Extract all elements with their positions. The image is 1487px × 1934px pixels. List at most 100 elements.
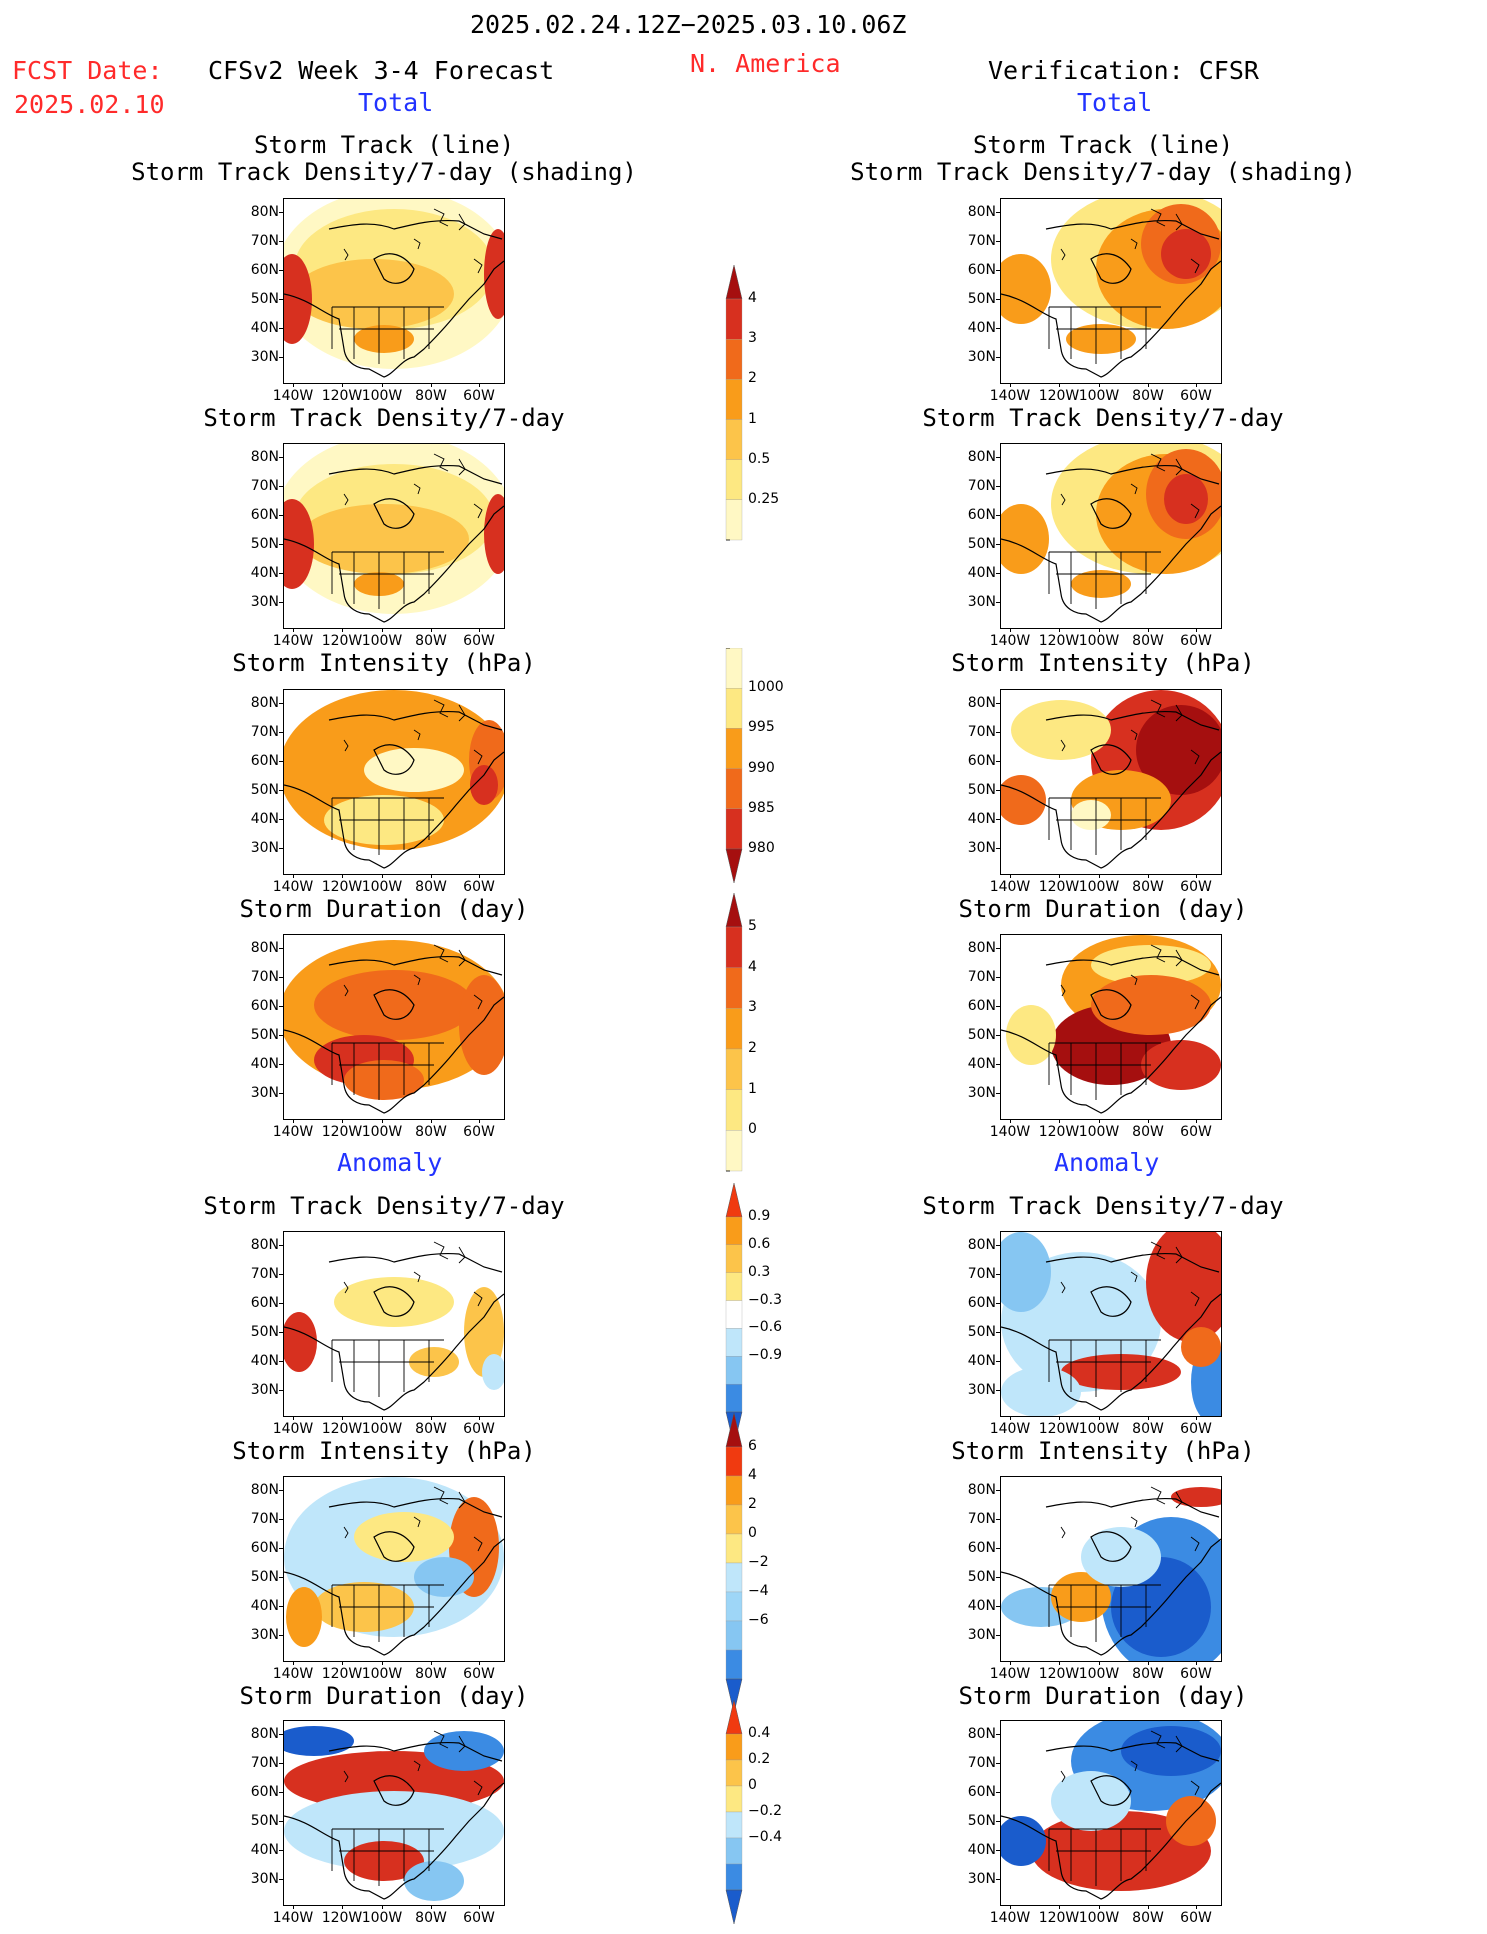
lat-label: 30N (250, 1382, 279, 1398)
lon-tick (1099, 628, 1100, 632)
lon-tick (479, 874, 480, 878)
storm-duration-right-map-canvas (1001, 935, 1221, 1114)
lat-tick (996, 1332, 1000, 1333)
panel-title-anom-density-r: Storm Track Density/7-day (922, 1192, 1284, 1220)
lat-label: 30N (250, 1627, 279, 1643)
lat-label: 30N (250, 1085, 279, 1101)
lon-tick (1196, 1416, 1197, 1420)
panel-title-density-r: Storm Track Density/7-day (922, 404, 1284, 432)
lon-label: 140W (272, 879, 314, 895)
lon-label: 60W (463, 1666, 495, 1682)
lat-label: 50N (967, 291, 996, 307)
lat-label: 40N (967, 1598, 996, 1614)
lon-tick (1099, 1119, 1100, 1123)
lon-tick (1010, 1119, 1011, 1123)
lon-label: 60W (1180, 1124, 1212, 1140)
colorbar-label: 2 (748, 370, 757, 387)
lon-tick (293, 1416, 294, 1420)
lon-label: 100W (361, 879, 403, 895)
lat-label: 30N (250, 1871, 279, 1887)
colorbar-label: 0.5 (748, 450, 771, 467)
lat-tick (996, 948, 1000, 949)
lon-label: 60W (1180, 1666, 1212, 1682)
lon-tick (1196, 1661, 1197, 1665)
colorbar-label: 980 (748, 840, 775, 856)
colorbar-label: 4 (748, 290, 757, 306)
lat-tick (996, 1635, 1000, 1636)
lat-tick (996, 1035, 1000, 1036)
lat-tick (279, 544, 283, 545)
lon-tick (1010, 1661, 1011, 1665)
lat-label: 80N (250, 1237, 279, 1253)
lon-tick (1196, 1119, 1197, 1123)
lat-tick (996, 544, 1000, 545)
colorbar-label: 990 (748, 759, 775, 776)
lat-tick (996, 732, 1000, 733)
colorbar-label: 0.25 (748, 490, 780, 507)
lat-tick (279, 703, 283, 704)
storm-intensity-right-map (1000, 689, 1222, 875)
panel-title-duration-l: Storm Duration (day) (239, 895, 529, 923)
lon-tick (1148, 628, 1149, 632)
lat-label: 60N (967, 753, 996, 769)
lat-label: 50N (967, 1027, 996, 1043)
lat-tick (996, 703, 1000, 704)
lat-label: 30N (967, 1627, 996, 1643)
lat-label: 30N (250, 349, 279, 365)
panel-title-anom-duration-l: Storm Duration (day) (239, 1682, 529, 1710)
lon-tick (1148, 874, 1149, 878)
colorbar-label: −0.4 (748, 1829, 782, 1845)
lat-tick (279, 328, 283, 329)
lat-tick (279, 848, 283, 849)
lon-label: 80W (415, 388, 447, 404)
colorbar-label: 3 (748, 330, 757, 347)
lat-label: 40N (250, 320, 279, 336)
lon-label: 100W (1078, 1910, 1120, 1926)
lon-label: 120W (321, 633, 363, 649)
lat-tick (996, 1361, 1000, 1362)
lon-label: 140W (989, 1421, 1031, 1437)
lat-tick (279, 573, 283, 574)
lat-tick (996, 1792, 1000, 1793)
lat-tick (279, 1303, 283, 1304)
lon-tick (1059, 1416, 1060, 1420)
track-density-left-map (283, 443, 505, 629)
lon-label: 80W (1132, 388, 1164, 404)
lon-label: 140W (272, 1421, 314, 1437)
storm-intensity-right-map-canvas (1001, 690, 1221, 869)
anomaly-density-left-map-canvas (284, 1241, 504, 1411)
lat-tick (279, 1245, 283, 1246)
lat-label: 70N (250, 1511, 279, 1527)
anomaly-duration-right-map-canvas (1001, 1721, 1221, 1900)
lon-tick (382, 1905, 383, 1909)
lon-tick (1010, 1416, 1011, 1420)
lon-tick (1010, 874, 1011, 878)
lat-label: 40N (250, 1842, 279, 1858)
fcst-date-label: FCST Date: (12, 56, 163, 85)
lon-label: 140W (272, 633, 314, 649)
anomaly-density-right-map-canvas (1001, 1232, 1221, 1416)
lon-label: 80W (1132, 879, 1164, 895)
lon-label: 60W (463, 1124, 495, 1140)
lon-label: 80W (415, 1421, 447, 1437)
lat-tick (996, 357, 1000, 358)
storm-track-left-map (283, 198, 505, 384)
lon-tick (293, 628, 294, 632)
lon-label: 140W (989, 388, 1031, 404)
lon-label: 100W (361, 1910, 403, 1926)
lon-label: 80W (415, 879, 447, 895)
lat-label: 70N (967, 478, 996, 494)
lon-tick (382, 1416, 383, 1420)
lat-label: 40N (250, 811, 279, 827)
colorbar-label: 0 (748, 1777, 757, 1793)
lat-tick (996, 299, 1000, 300)
lat-tick (279, 270, 283, 271)
anomaly-density-left-map (283, 1231, 505, 1417)
lat-tick (996, 1577, 1000, 1578)
lat-label: 80N (250, 1726, 279, 1742)
lon-label: 80W (415, 1666, 447, 1682)
lat-label: 70N (250, 1266, 279, 1282)
anomaly-intensity-left-map-canvas (284, 1477, 504, 1656)
lat-label: 40N (250, 1056, 279, 1072)
lon-label: 120W (321, 1124, 363, 1140)
